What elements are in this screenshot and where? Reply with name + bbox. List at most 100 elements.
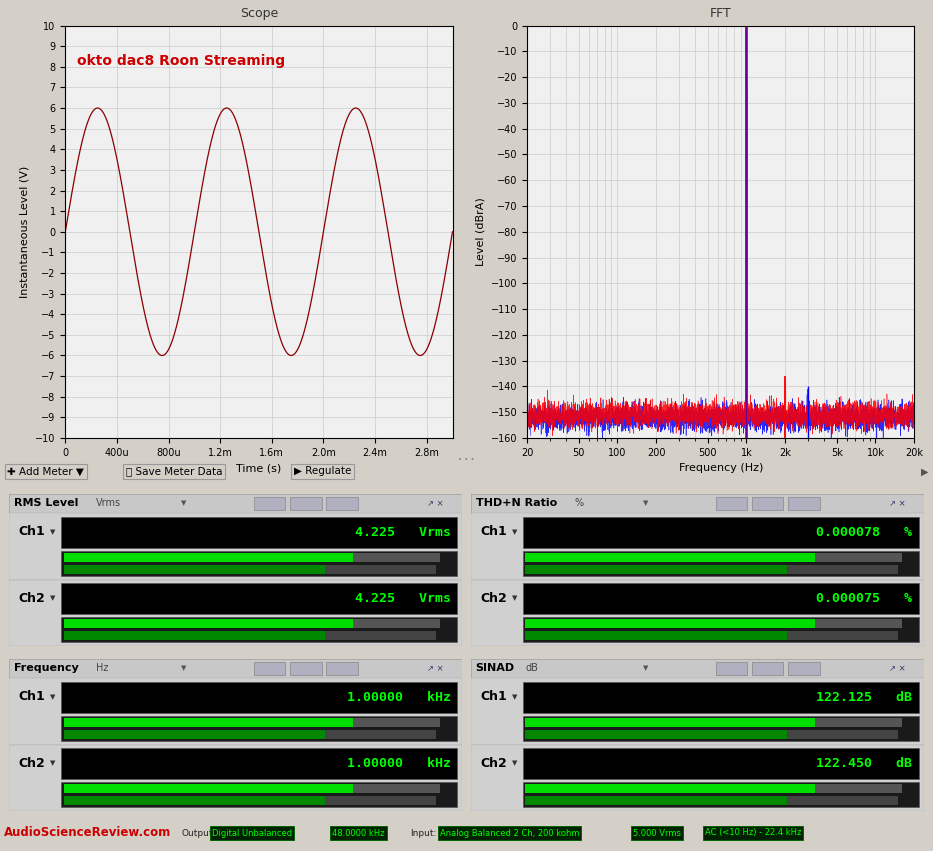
Title: Scope: Scope — [240, 7, 278, 20]
X-axis label: Frequency (Hz): Frequency (Hz) — [678, 463, 763, 473]
Text: 48.0000 kHz: 48.0000 kHz — [332, 829, 384, 837]
Text: Output:: Output: — [182, 829, 216, 837]
Text: 💾 Save Meter Data: 💾 Save Meter Data — [126, 466, 222, 477]
Bar — [471, 659, 924, 678]
Bar — [471, 580, 924, 646]
Bar — [787, 631, 898, 640]
Text: ▼: ▼ — [512, 694, 517, 700]
Bar — [325, 631, 436, 640]
Bar — [525, 565, 787, 574]
Text: Input:: Input: — [411, 829, 437, 837]
Bar — [9, 659, 462, 678]
Text: Vrms: Vrms — [96, 499, 121, 508]
Bar — [787, 661, 819, 675]
Bar — [327, 661, 357, 675]
Text: ▶: ▶ — [921, 466, 928, 477]
Text: 1.00000   kHz: 1.00000 kHz — [346, 691, 451, 704]
Bar — [62, 517, 457, 548]
Bar — [787, 496, 819, 511]
Bar — [752, 661, 784, 675]
Text: 1.00000   kHz: 1.00000 kHz — [346, 757, 451, 770]
Bar — [523, 782, 919, 808]
Bar — [9, 580, 462, 646]
Bar — [525, 796, 787, 805]
Bar — [63, 631, 325, 640]
Text: Ch1: Ch1 — [19, 525, 45, 539]
Bar — [62, 749, 457, 779]
Text: 4.225   Vrms: 4.225 Vrms — [355, 526, 451, 539]
Text: THD+N Ratio: THD+N Ratio — [476, 499, 557, 508]
Bar — [525, 784, 815, 793]
Bar — [327, 496, 357, 511]
Bar — [62, 617, 457, 643]
Bar — [523, 683, 919, 713]
Text: Hz: Hz — [96, 664, 108, 673]
Bar — [62, 683, 457, 713]
Text: Ch1: Ch1 — [480, 690, 507, 703]
Text: SINAD: SINAD — [476, 664, 515, 673]
Text: Ch2: Ch2 — [19, 757, 45, 769]
Text: ▼: ▼ — [50, 694, 55, 700]
Bar — [471, 513, 924, 580]
Bar — [325, 796, 436, 805]
Bar — [62, 782, 457, 808]
Bar — [9, 678, 462, 745]
Bar — [353, 717, 439, 727]
Text: ▼: ▼ — [50, 528, 55, 534]
Bar — [471, 678, 924, 745]
Text: ▼: ▼ — [643, 665, 648, 671]
Bar — [353, 784, 439, 793]
Bar — [525, 619, 815, 628]
Bar — [290, 496, 322, 511]
Title: FFT: FFT — [710, 7, 731, 20]
Text: ↗ ×: ↗ × — [889, 664, 906, 673]
Bar — [752, 496, 784, 511]
Text: RMS Level: RMS Level — [14, 499, 78, 508]
Bar — [525, 631, 787, 640]
Text: Ch1: Ch1 — [19, 690, 45, 703]
Bar — [353, 619, 439, 628]
Bar — [254, 496, 285, 511]
Bar — [63, 796, 325, 805]
Bar — [325, 730, 436, 739]
Text: ▼: ▼ — [512, 595, 517, 601]
Bar — [325, 565, 436, 574]
Bar — [63, 553, 353, 562]
Bar — [471, 494, 924, 513]
Text: ▼: ▼ — [181, 500, 187, 506]
Text: ▼: ▼ — [512, 760, 517, 766]
Text: ▼: ▼ — [50, 595, 55, 601]
Bar — [523, 551, 919, 576]
Text: AC (<10 Hz) - 22.4 kHz: AC (<10 Hz) - 22.4 kHz — [705, 829, 801, 837]
Bar — [62, 551, 457, 576]
Bar — [9, 513, 462, 580]
Text: okto dac8 Roon Streaming: okto dac8 Roon Streaming — [77, 54, 285, 68]
Bar — [9, 494, 462, 513]
Text: Ch2: Ch2 — [19, 591, 45, 604]
Text: Ch2: Ch2 — [480, 757, 507, 769]
Bar — [523, 617, 919, 643]
Bar — [471, 745, 924, 811]
Text: Analog Balanced 2 Ch, 200 kohm: Analog Balanced 2 Ch, 200 kohm — [440, 829, 579, 837]
Bar — [525, 717, 815, 727]
Bar — [63, 730, 325, 739]
Text: ↗ ×: ↗ × — [889, 499, 906, 508]
Text: ▼: ▼ — [50, 760, 55, 766]
Text: ↗ ×: ↗ × — [427, 664, 444, 673]
Y-axis label: Instantaneous Level (V): Instantaneous Level (V) — [20, 166, 30, 298]
Text: 0.000078   %: 0.000078 % — [816, 526, 912, 539]
Text: ▼: ▼ — [643, 500, 648, 506]
Text: Frequency: Frequency — [14, 664, 78, 673]
Bar — [787, 796, 898, 805]
Text: ▼: ▼ — [512, 528, 517, 534]
Bar — [525, 553, 815, 562]
Text: 0.000075   %: 0.000075 % — [816, 592, 912, 605]
Bar — [523, 749, 919, 779]
Bar — [716, 496, 747, 511]
Bar — [353, 553, 439, 562]
Y-axis label: Level (dBrA): Level (dBrA) — [475, 197, 485, 266]
Text: Ch2: Ch2 — [480, 591, 507, 604]
Bar — [716, 661, 747, 675]
Text: 5.000 Vrms: 5.000 Vrms — [633, 829, 681, 837]
Bar — [290, 661, 322, 675]
